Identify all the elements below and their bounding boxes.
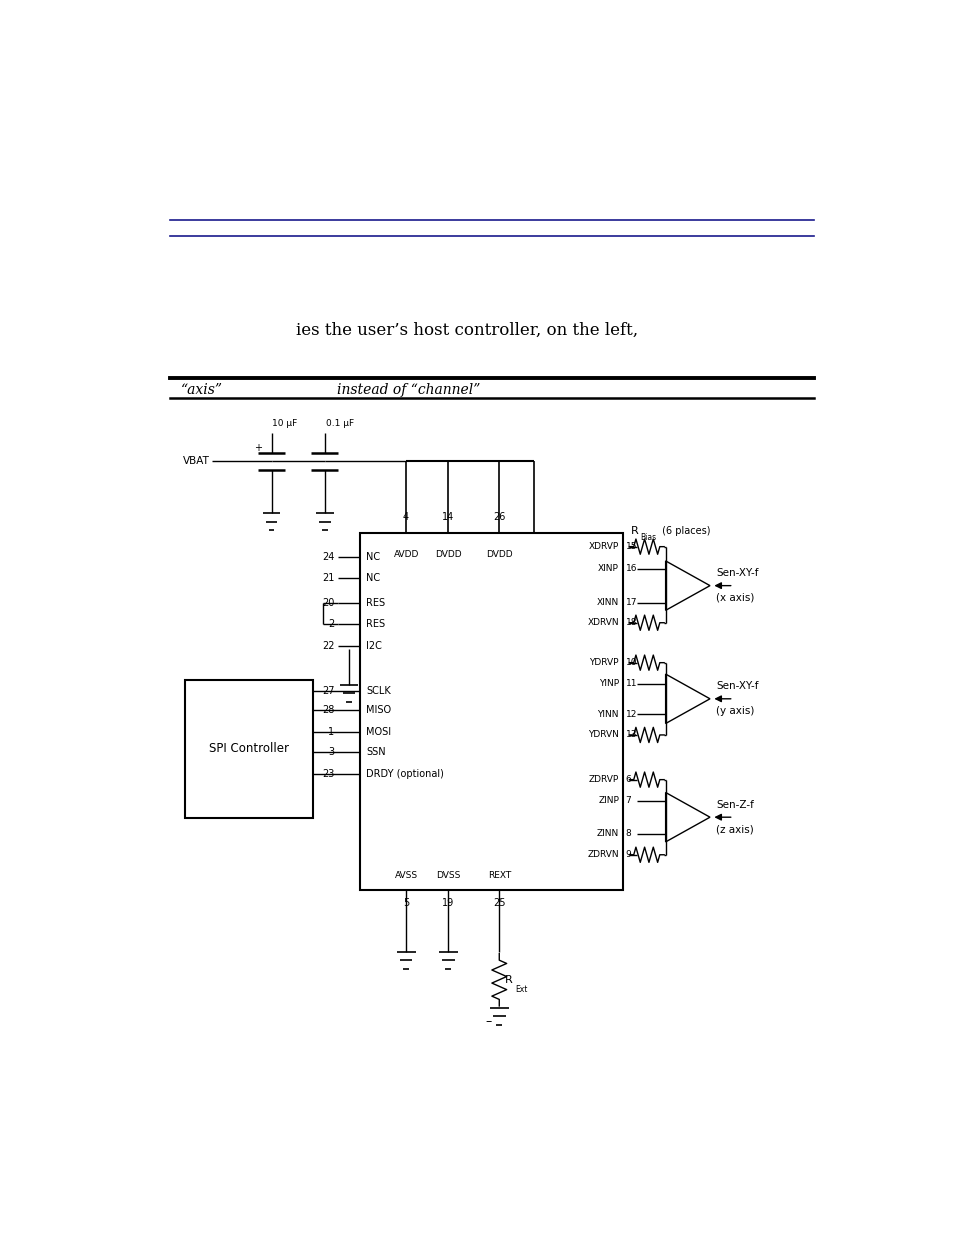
Text: DVSS: DVSS [436,871,460,881]
Text: 27: 27 [321,687,335,697]
Text: YINN: YINN [597,710,618,719]
Text: 10 μF: 10 μF [272,419,297,427]
Text: DVDD: DVDD [435,550,461,558]
Text: 23: 23 [322,769,335,779]
Text: NC: NC [366,552,380,562]
Text: 19: 19 [441,898,454,908]
Text: 24: 24 [322,552,335,562]
Text: 13: 13 [625,730,637,740]
Text: Ext: Ext [515,984,527,994]
Text: I2C: I2C [366,641,381,652]
Text: YDRVN: YDRVN [588,730,618,740]
Text: 22: 22 [321,641,335,652]
Text: NC: NC [366,573,380,583]
Text: AVDD: AVDD [393,550,418,558]
Text: XINP: XINP [598,564,618,573]
Text: REXT: REXT [487,871,511,881]
Text: 0.1 μF: 0.1 μF [325,419,354,427]
Text: instead of “channel”: instead of “channel” [337,383,480,396]
Text: 12: 12 [625,710,637,719]
Text: +: + [254,443,262,453]
Bar [360,534,623,890]
Text: –: – [485,1015,492,1028]
Text: SPI Controller: SPI Controller [209,742,289,756]
Text: YINP: YINP [598,679,618,688]
Text: SCLK: SCLK [366,687,391,697]
Text: XDRVN: XDRVN [587,619,618,627]
Text: XDRVP: XDRVP [588,542,618,551]
Text: 5: 5 [402,898,409,908]
Text: 3: 3 [328,747,335,757]
Text: 18: 18 [625,619,637,627]
Text: AVSS: AVSS [395,871,417,881]
Text: 21: 21 [322,573,335,583]
Text: 2: 2 [328,619,335,629]
Text: 20: 20 [322,598,335,608]
Text: Sen-XY-f: Sen-XY-f [715,568,758,578]
Text: 16: 16 [625,564,637,573]
Text: 26: 26 [493,513,505,522]
Text: R: R [630,526,638,536]
Text: Sen-Z-f: Sen-Z-f [715,800,753,810]
Text: (y axis): (y axis) [715,706,754,716]
Text: ZDRVP: ZDRVP [588,776,618,784]
Text: DVDD: DVDD [485,550,512,558]
Text: SSN: SSN [366,747,385,757]
Text: RES: RES [366,619,385,629]
Text: 9: 9 [625,850,631,860]
Text: 15: 15 [625,542,637,551]
Text: 28: 28 [322,705,335,715]
Text: XINN: XINN [597,598,618,608]
Text: 8: 8 [625,830,631,839]
Text: 17: 17 [625,598,637,608]
Text: “axis”: “axis” [180,383,222,396]
Text: 7: 7 [625,797,631,805]
Text: MOSI: MOSI [366,727,391,737]
Text: 11: 11 [625,679,637,688]
Text: YDRVP: YDRVP [589,658,618,667]
Text: ies the user’s host controller, on the left,: ies the user’s host controller, on the l… [295,322,638,340]
Text: MISO: MISO [366,705,391,715]
Text: RES: RES [366,598,385,608]
Text: VBAT: VBAT [183,456,210,466]
Text: 10: 10 [625,658,637,667]
Text: DRDY (optional): DRDY (optional) [366,769,443,779]
Text: (x axis): (x axis) [715,593,754,603]
Text: R: R [505,974,513,984]
Text: (z axis): (z axis) [715,825,753,835]
Text: ZDRVN: ZDRVN [587,850,618,860]
Text: 14: 14 [441,513,454,522]
Text: Sen-XY-f: Sen-XY-f [715,682,758,692]
Text: Bias: Bias [639,532,656,542]
Text: 6: 6 [625,776,631,784]
Text: 1: 1 [328,727,335,737]
Text: 25: 25 [493,898,505,908]
Text: ZINN: ZINN [597,830,618,839]
Bar [185,679,313,818]
Text: (6 places): (6 places) [659,526,710,536]
Text: ZINP: ZINP [598,797,618,805]
Text: 4: 4 [402,513,409,522]
